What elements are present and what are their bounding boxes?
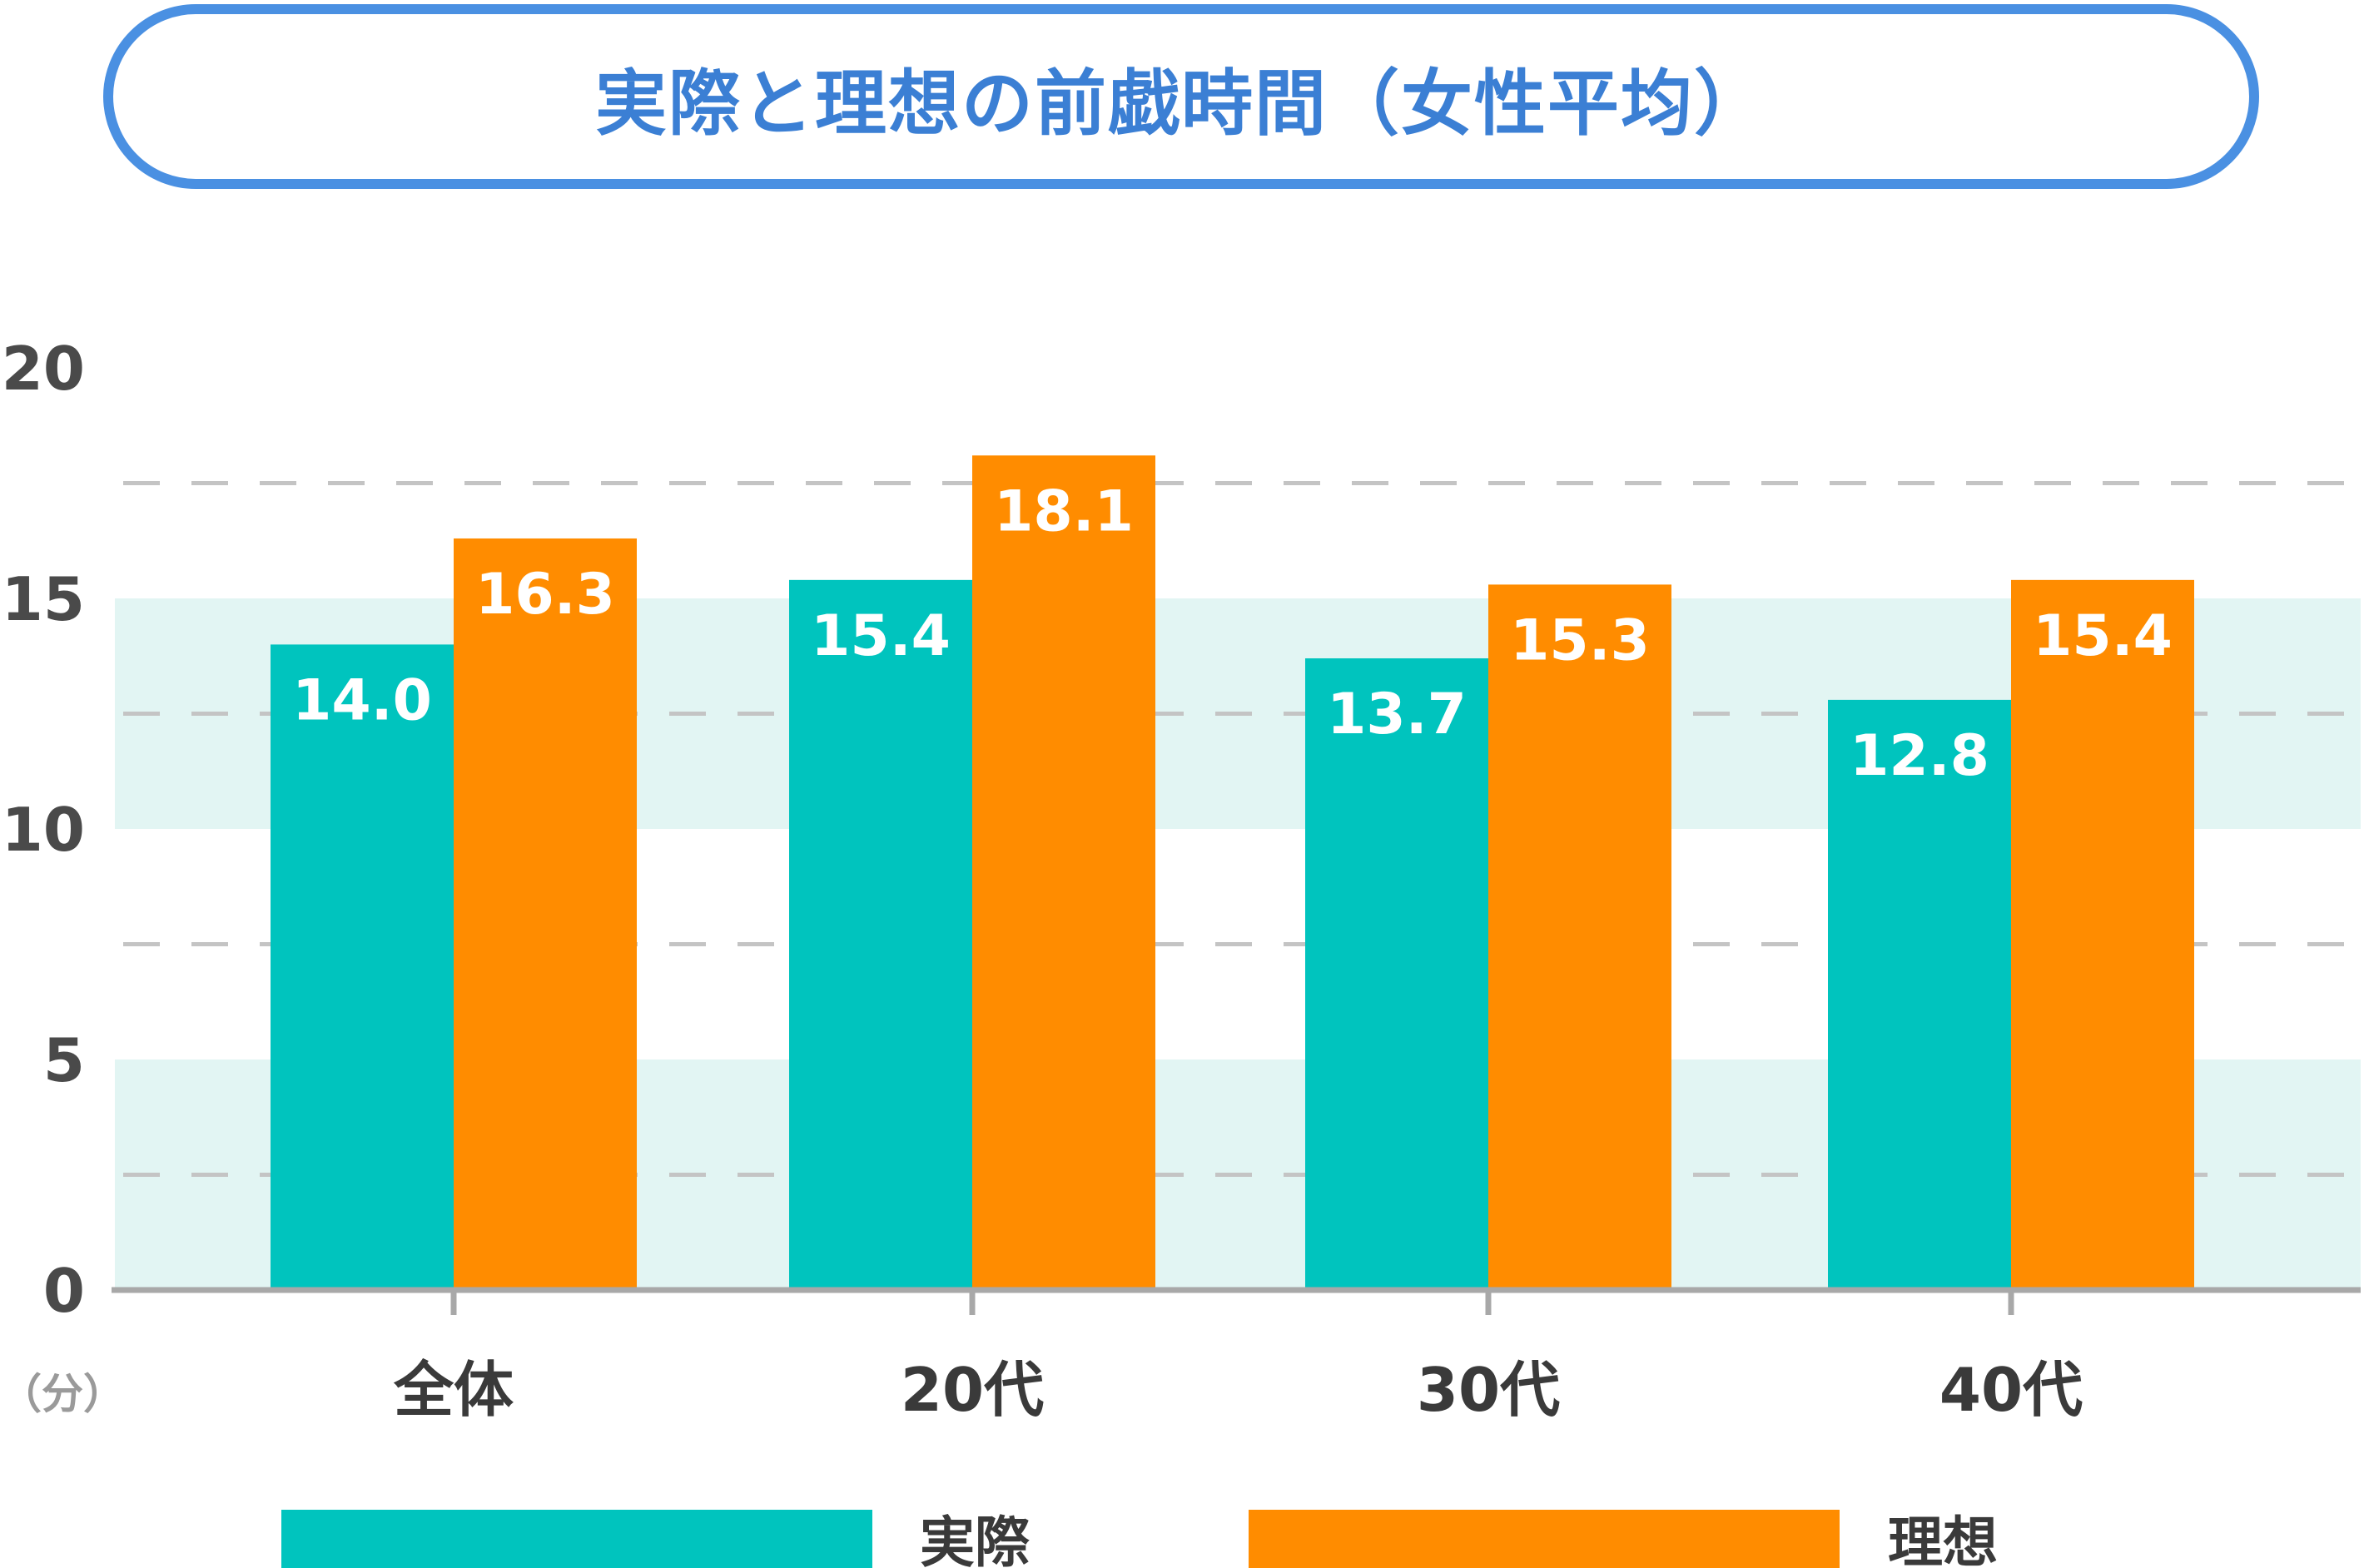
legend-label: 実際 (920, 1511, 1030, 1568)
y-tick-label: 15 (2, 564, 85, 634)
bar-ideal (2011, 579, 2194, 1290)
bar-actual (1305, 658, 1488, 1290)
bar-actual (1828, 699, 2011, 1290)
chart-title-frame: 実際と理想の前戯時間（女性平均） (103, 4, 2259, 189)
bar-ideal (454, 538, 637, 1290)
x-tick-label: 全体 (393, 1355, 514, 1425)
data-label: 16.3 (475, 562, 615, 628)
chart-title: 実際と理想の前戯時間（女性平均） (595, 62, 1767, 146)
y-tick-label: 0 (43, 1256, 85, 1326)
legend-swatch (1249, 1510, 1840, 1568)
data-label: 15.4 (811, 603, 951, 669)
legend-label: 理想 (1888, 1511, 1998, 1568)
data-label: 18.1 (994, 479, 1134, 544)
data-label: 15.3 (1510, 608, 1650, 673)
x-tick-label: 20代 (901, 1355, 1044, 1425)
data-label: 14.0 (292, 667, 432, 733)
data-label: 12.8 (1850, 723, 1989, 789)
bar-actual (789, 579, 972, 1290)
y-tick-label: 10 (2, 795, 85, 865)
x-tick-label: 40代 (1939, 1355, 2083, 1425)
data-label: 13.7 (1327, 682, 1467, 747)
legend-swatch (281, 1510, 872, 1568)
bar-ideal (972, 455, 1155, 1290)
y-tick-label: 5 (43, 1025, 85, 1095)
bar-actual (271, 644, 454, 1290)
y-tick-label: 20 (2, 334, 85, 404)
y-unit-label: （分） (0, 1370, 125, 1418)
data-label: 15.4 (2033, 603, 2173, 669)
x-tick-label: 30代 (1417, 1355, 1560, 1425)
bar-ideal (1488, 584, 1671, 1290)
